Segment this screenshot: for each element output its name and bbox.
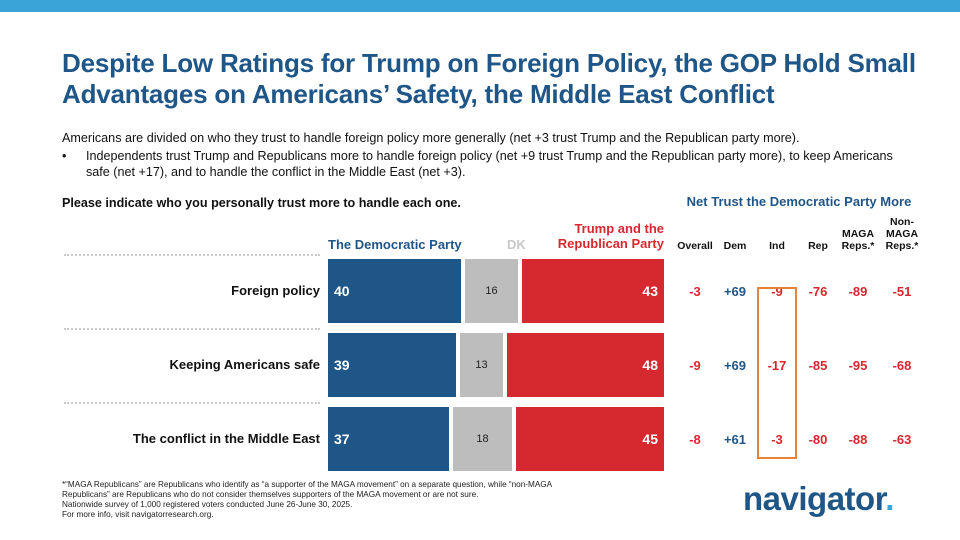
- row-label: Keeping Americans safe: [169, 357, 320, 372]
- rep-value-label: 48: [642, 357, 658, 373]
- dem-value-label: 37: [334, 431, 350, 447]
- net-value: -51: [892, 284, 912, 299]
- bullet-text: Independents trust Trump and Republicans…: [86, 149, 893, 179]
- dem-value-label: 39: [334, 357, 350, 373]
- logo-text: navigator: [743, 480, 886, 517]
- net-value: -76: [808, 284, 828, 299]
- column-header: Dem: [723, 240, 747, 252]
- bullet-marker: •: [62, 149, 67, 163]
- row-divider: [64, 402, 320, 404]
- net-value: -80: [808, 432, 828, 447]
- navigator-logo: navigator.: [743, 480, 894, 518]
- rep-bar: [516, 407, 664, 471]
- dk-value-label: 13: [475, 359, 488, 371]
- row-divider: [64, 328, 320, 330]
- footnote-line: *“MAGA Republicans” are Republicans who …: [62, 480, 553, 489]
- footnote: *“MAGA Republicans” are Republicans who …: [62, 480, 622, 520]
- net-value: -9: [689, 358, 701, 373]
- net-value: -68: [892, 358, 912, 373]
- dk-value-label: 16: [485, 285, 498, 297]
- dem-bar: [328, 407, 449, 471]
- intro-text: Americans are divided on who they trust …: [62, 131, 800, 145]
- net-value: -9: [771, 284, 783, 299]
- net-value: -3: [689, 284, 701, 299]
- top-accent-bar: [0, 0, 960, 12]
- column-header: Overall: [677, 240, 713, 252]
- net-value: -17: [767, 358, 787, 373]
- net-value: +61: [723, 432, 747, 447]
- footnote-line: Nationwide survey of 1,000 registered vo…: [62, 500, 353, 509]
- logo-dot: .: [885, 480, 894, 517]
- net-value: +69: [723, 358, 747, 373]
- dem-bar: [328, 259, 461, 323]
- net-value: -8: [689, 432, 701, 447]
- rep-value-label: 45: [642, 431, 658, 447]
- footnote-line: Republicans” are Republicans who do not …: [62, 490, 479, 499]
- column-header: Ind: [769, 240, 785, 252]
- legend-democratic: The Democratic Party: [328, 237, 462, 252]
- rep-bar: [507, 333, 664, 397]
- legend-dk: DK: [507, 237, 526, 252]
- column-header: MAGA Reps.*: [841, 228, 875, 252]
- column-header: Non-MAGA Reps.*: [885, 216, 919, 252]
- net-value: -63: [892, 432, 912, 447]
- footnote-line: For more info, visit navigatorresearch.o…: [62, 510, 214, 519]
- net-value: +69: [723, 284, 747, 299]
- dk-bar: [465, 259, 518, 323]
- dk-bar: [460, 333, 503, 397]
- net-value: -95: [848, 358, 868, 373]
- dk-value-label: 18: [476, 433, 489, 445]
- dk-bar: [453, 407, 512, 471]
- net-value: -85: [808, 358, 828, 373]
- dem-value-label: 40: [334, 283, 350, 299]
- net-trust-title: Net Trust the Democratic Party More: [686, 194, 912, 209]
- net-value: -89: [848, 284, 868, 299]
- dem-bar: [328, 333, 456, 397]
- rep-value-label: 43: [642, 283, 658, 299]
- row-label: Foreign policy: [231, 283, 320, 298]
- row-divider: [64, 254, 320, 256]
- net-value: -88: [848, 432, 868, 447]
- column-header: Rep: [808, 240, 828, 252]
- rep-bar: [522, 259, 664, 323]
- legend-republican: Trump and the Republican Party: [557, 221, 664, 251]
- page-title: Despite Low Ratings for Trump on Foreign…: [62, 48, 916, 109]
- question-text: Please indicate who you personally trust…: [62, 196, 461, 210]
- row-label: The conflict in the Middle East: [132, 431, 320, 446]
- ind-column-highlight: [757, 287, 797, 459]
- net-value: -3: [771, 432, 783, 447]
